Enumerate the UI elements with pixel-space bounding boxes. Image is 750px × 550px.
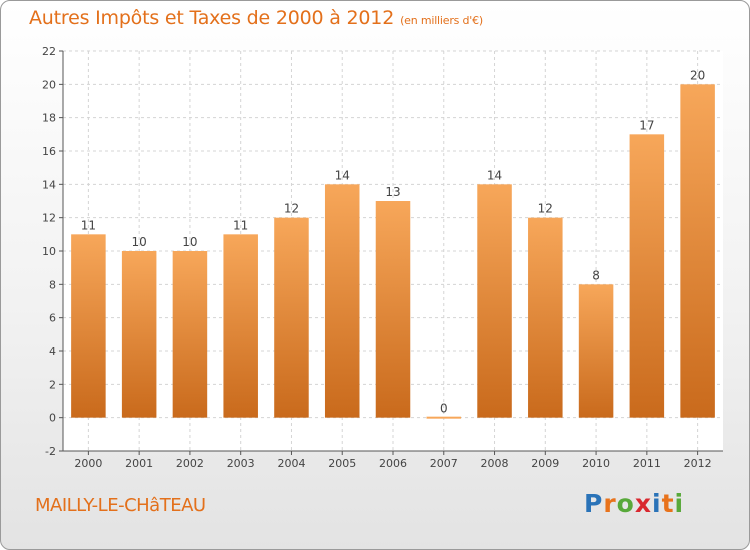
bar	[528, 217, 563, 418]
y-tick-label: 10	[42, 245, 56, 258]
bar	[172, 251, 208, 418]
x-tick-label: 2007	[430, 457, 458, 470]
data-label: 13	[385, 185, 400, 199]
x-axis: 2000 2001 2002 2003 2004 2005 2006 2007 2008 2009…	[63, 450, 723, 470]
x-tick-label: 2004	[277, 457, 305, 470]
bar	[324, 184, 360, 418]
x-tick-label: 2010	[582, 457, 610, 470]
chart-title: Autres Impôts et Taxes de 2000 à 2012 (en…	[29, 7, 483, 29]
x-tick-label: 2009	[531, 457, 559, 470]
y-tick-label: 4	[49, 345, 56, 358]
y-tick-label: 0	[49, 412, 56, 425]
bar	[680, 84, 715, 418]
x-tick-label: 2011	[633, 457, 661, 470]
y-tick-label: 12	[42, 212, 56, 225]
data-labels: 11 10 10 11 12 14 13 0 14 12 8 17 20	[81, 68, 706, 415]
x-tick-label: 2000	[74, 457, 102, 470]
chart-subtitle: (en milliers d'€)	[400, 14, 483, 27]
data-label: 10	[182, 235, 197, 249]
data-label: 20	[690, 68, 705, 82]
proxiti-logo[interactable]: Proxiti	[584, 489, 684, 518]
x-tick-label: 2001	[125, 457, 153, 470]
data-label: 14	[335, 168, 350, 182]
logo-letter: o	[616, 489, 635, 518]
bar	[71, 234, 106, 418]
x-tick-label: 2002	[176, 457, 204, 470]
data-label: 14	[487, 168, 502, 182]
bars	[71, 84, 715, 419]
bar	[274, 217, 309, 418]
data-label: 0	[440, 402, 448, 416]
data-label: 17	[639, 118, 654, 132]
y-tick-label: 22	[42, 45, 56, 58]
y-tick-label: 18	[42, 112, 56, 125]
y-tick-label: 8	[49, 278, 56, 291]
y-tick-label: 14	[42, 178, 56, 191]
x-tick-label: 2012	[684, 457, 712, 470]
bar	[121, 251, 157, 418]
logo-letter: x	[634, 489, 652, 518]
y-tick-label: 6	[49, 312, 56, 325]
town-name: MAILLY-LE-CHâTEAU	[35, 495, 206, 516]
logo-letter: r	[603, 489, 617, 518]
data-label: 8	[592, 268, 600, 282]
logo-letter: P	[584, 489, 604, 518]
logo-letter: i	[652, 489, 662, 518]
x-tick-label: 2003	[227, 457, 255, 470]
logo-letter: t	[661, 489, 675, 518]
x-tick-label: 2006	[379, 457, 407, 470]
data-label: 11	[81, 218, 96, 232]
chart-title-text: Autres Impôts et Taxes de 2000 à 2012	[29, 7, 395, 29]
data-label: 12	[538, 202, 553, 216]
x-tick-label: 2008	[481, 457, 509, 470]
y-tick-label: 20	[42, 78, 56, 91]
bar	[223, 234, 258, 418]
bar	[375, 201, 411, 418]
data-label: 11	[233, 218, 248, 232]
bar	[426, 416, 462, 419]
x-tick-label: 2005	[328, 457, 356, 470]
logo-letter: i	[674, 489, 685, 518]
bar	[477, 184, 512, 418]
y-axis: -2 0 2 4 6 8 10 12 14 16 18 20 22	[42, 45, 64, 458]
y-tick-label: 2	[49, 378, 56, 391]
data-label: 12	[284, 202, 299, 216]
y-tick-label: -2	[45, 445, 56, 458]
bar	[578, 284, 614, 418]
bar	[629, 134, 665, 418]
data-label: 10	[132, 235, 147, 249]
y-tick-label: 16	[42, 145, 56, 158]
